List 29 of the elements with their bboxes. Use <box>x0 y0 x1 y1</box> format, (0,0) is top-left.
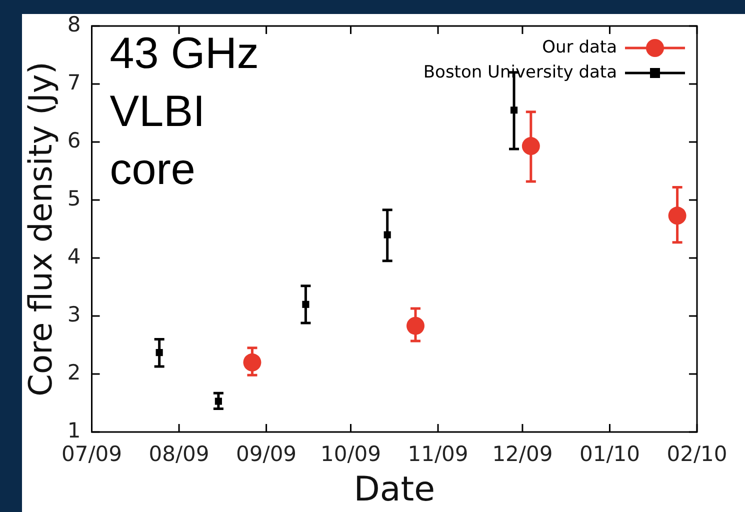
point <box>243 353 262 372</box>
x-tick-label: 12/09 <box>492 442 553 466</box>
y-axis-title: Core flux density (Jy) <box>22 62 60 396</box>
x-tick-label: 11/09 <box>408 442 468 466</box>
annotation: 43 GHz VLBI core <box>110 29 259 194</box>
x-axis-title: Date <box>354 469 436 510</box>
legend-label: Our data <box>542 37 617 58</box>
y-tick-label: 7 <box>67 70 81 94</box>
y-tick-label: 2 <box>67 360 81 384</box>
y-tick-label: 3 <box>67 302 81 326</box>
x-tick-label: 07/09 <box>61 442 122 466</box>
x-tick-label: 10/09 <box>320 442 382 466</box>
y-tick-label: 5 <box>67 186 81 210</box>
y-tick-label: 8 <box>67 12 81 36</box>
point <box>302 300 310 308</box>
point <box>384 231 391 238</box>
y-tick-label: 6 <box>67 128 81 152</box>
x-tick-label: 08/09 <box>148 442 210 466</box>
point <box>406 316 424 335</box>
point <box>156 349 163 356</box>
point <box>510 106 518 114</box>
y-tick-label: 1 <box>67 418 81 442</box>
x-tick-label: 09/09 <box>236 442 297 466</box>
point <box>668 206 686 225</box>
x-tick-label: 02/10 <box>666 442 728 466</box>
x-tick-label: 01/10 <box>579 442 640 466</box>
legend-label: Boston University data <box>423 62 617 82</box>
y-tick-label: 4 <box>67 244 81 268</box>
point <box>522 137 540 156</box>
